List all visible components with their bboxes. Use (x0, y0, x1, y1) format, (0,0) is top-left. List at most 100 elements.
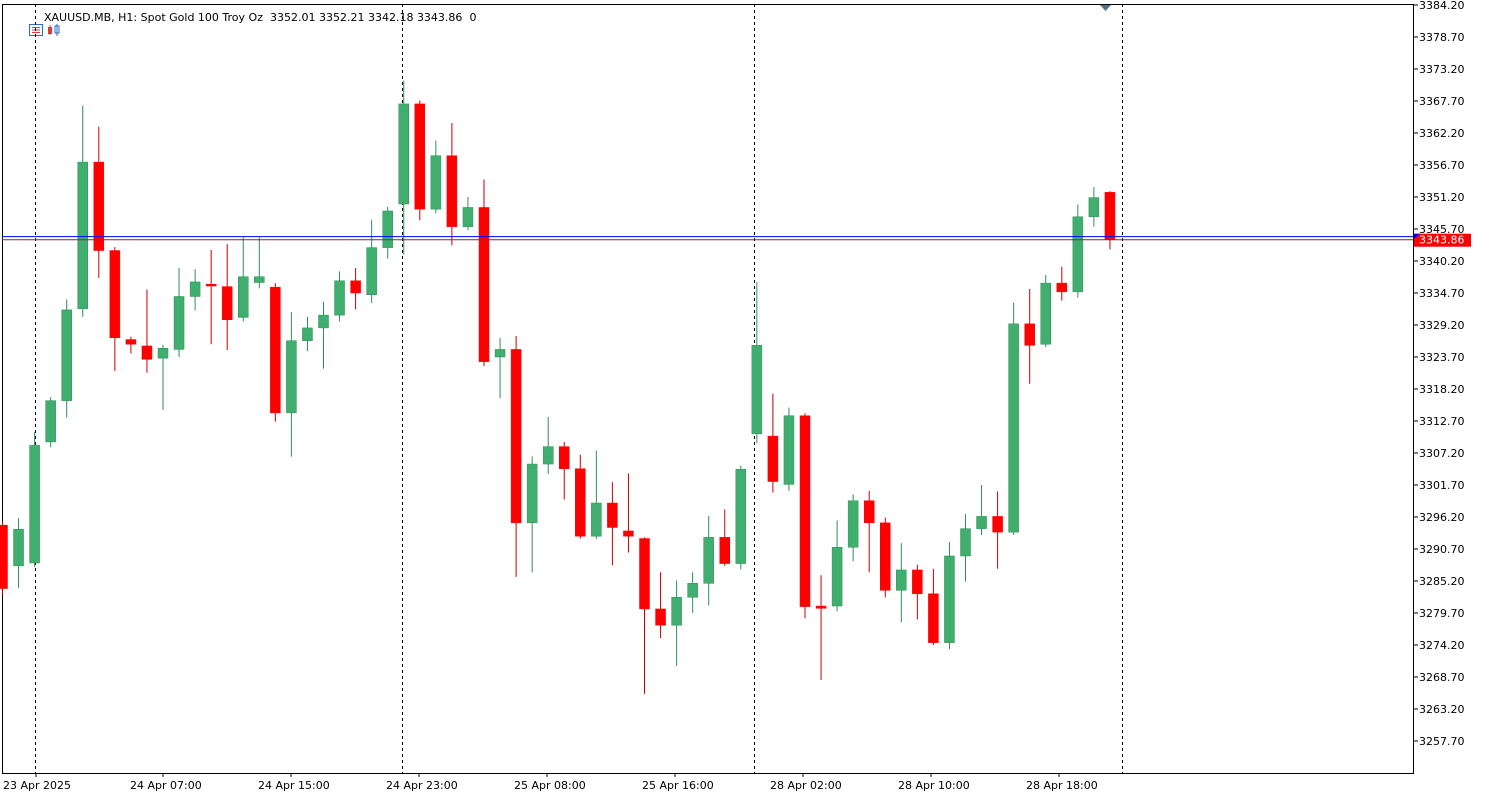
candle-body (205, 284, 217, 287)
candle-body (944, 555, 955, 643)
candle (783, 407, 795, 491)
symbol-label: XAUUSD.MB (44, 10, 112, 24)
candle (703, 515, 714, 606)
candle (446, 123, 458, 246)
candle (639, 537, 650, 694)
candle (462, 197, 474, 231)
candle-body (189, 281, 201, 297)
volume-value: 0 (469, 10, 477, 24)
candle-body (607, 502, 618, 528)
candle (93, 126, 105, 278)
x-tick-label: 25 Apr 08:00 (514, 779, 586, 792)
y-tick-label: 3340.20 (1419, 255, 1465, 268)
candle-body (29, 445, 40, 564)
candle-body (109, 250, 121, 339)
candle (45, 397, 56, 448)
chart-shift-marker-icon[interactable] (1100, 5, 1111, 11)
y-tick-label: 3296.20 (1419, 511, 1465, 524)
candle-body (751, 345, 763, 435)
ohlc-values: 3352.01 3352.21 3342.18 3343.86 (269, 10, 463, 24)
candle-body (591, 502, 602, 537)
y-tick-label: 3318.20 (1419, 383, 1465, 396)
candle (944, 542, 955, 650)
candle-body (478, 207, 490, 362)
candle (109, 247, 121, 371)
candle-body (494, 349, 506, 358)
candle-body (783, 415, 795, 485)
candle-body (880, 522, 891, 591)
candle-body (1040, 282, 1051, 345)
candle-body (526, 463, 538, 524)
y-tick-label: 3274.20 (1419, 639, 1465, 652)
candle (1104, 191, 1116, 250)
candle (414, 100, 426, 221)
candle (607, 482, 618, 566)
candle-body (960, 528, 971, 557)
candle (61, 299, 72, 418)
candle-body (799, 415, 811, 607)
y-tick-label: 3334.70 (1419, 287, 1465, 300)
candle (77, 105, 88, 317)
current-price-label: 3343.86 (1419, 234, 1465, 247)
candle (382, 206, 393, 259)
candle (141, 289, 153, 373)
candle-body (655, 608, 666, 626)
candle-body (687, 583, 698, 598)
y-tick-label: 3279.70 (1419, 607, 1465, 620)
y-tick-label: 3268.70 (1419, 671, 1465, 684)
candle (735, 465, 747, 570)
ask-price-marker (1414, 233, 1420, 239)
candle (0, 521, 8, 595)
candle (928, 568, 939, 645)
candle-body (1088, 197, 1100, 218)
candle (896, 543, 907, 623)
candle (205, 249, 217, 345)
candle (478, 179, 490, 367)
candle-body (157, 348, 169, 359)
candle-body (510, 349, 522, 524)
y-tick-label: 3362.20 (1419, 127, 1465, 140)
candle-body (639, 538, 650, 610)
candle (976, 485, 987, 536)
candle-body (1024, 323, 1035, 346)
candle-body (61, 309, 72, 401)
candle (815, 575, 827, 680)
candle (623, 473, 634, 553)
candle (510, 336, 522, 577)
y-tick-label: 3329.20 (1419, 319, 1465, 332)
candle (863, 490, 875, 573)
candle (238, 237, 249, 322)
candle-body (286, 340, 297, 414)
y-tick-label: 3384.20 (1419, 0, 1465, 12)
y-tick-label: 3373.20 (1419, 63, 1465, 76)
x-tick-label: 28 Apr 18:00 (1026, 779, 1098, 792)
candle-body (398, 103, 409, 205)
candle-body (623, 530, 634, 537)
chart-type-icon[interactable] (26, 11, 60, 36)
candle (751, 281, 763, 444)
y-tick-label: 3323.70 (1419, 351, 1465, 364)
x-tick-label: 23 Apr 2025 (3, 779, 71, 792)
candle (157, 344, 169, 410)
y-tick-label: 3356.70 (1419, 159, 1465, 172)
candle-body (863, 500, 875, 524)
candle (302, 316, 313, 352)
candle (799, 413, 811, 619)
candle-body (382, 210, 393, 248)
y-tick-label: 3285.20 (1419, 575, 1465, 588)
candle (29, 432, 40, 568)
candle (125, 336, 137, 354)
candle (1072, 204, 1084, 298)
candle-body (350, 280, 361, 294)
candle-body (318, 314, 329, 329)
x-tick-label: 24 Apr 07:00 (130, 779, 202, 792)
candle-body (559, 446, 570, 469)
candle (173, 267, 185, 357)
candle (254, 237, 265, 289)
candle (1008, 302, 1019, 536)
candle-body (254, 276, 265, 283)
candle (542, 416, 554, 474)
candle-body (719, 537, 730, 564)
